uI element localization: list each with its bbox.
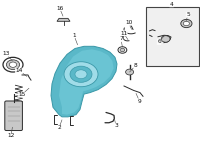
Circle shape	[75, 70, 87, 79]
Circle shape	[70, 66, 92, 82]
Text: 8: 8	[130, 63, 137, 72]
Text: 16: 16	[56, 6, 63, 16]
Circle shape	[3, 57, 23, 72]
Polygon shape	[59, 49, 114, 115]
Polygon shape	[57, 18, 70, 21]
Text: 3: 3	[114, 117, 118, 128]
FancyBboxPatch shape	[5, 101, 22, 131]
FancyBboxPatch shape	[146, 7, 199, 66]
Circle shape	[183, 21, 189, 26]
Circle shape	[161, 36, 170, 42]
Text: 15: 15	[18, 88, 29, 97]
Text: 10: 10	[125, 20, 132, 29]
Circle shape	[9, 62, 17, 67]
Text: 7: 7	[119, 36, 123, 47]
Circle shape	[181, 19, 192, 28]
Polygon shape	[51, 46, 117, 117]
Circle shape	[6, 60, 20, 70]
Text: 13: 13	[2, 51, 12, 61]
Text: 1: 1	[72, 33, 78, 45]
Text: 5: 5	[186, 12, 190, 21]
Text: 9: 9	[136, 93, 141, 104]
Text: 14: 14	[15, 68, 27, 76]
Circle shape	[120, 48, 125, 52]
Text: 2: 2	[57, 120, 62, 130]
Circle shape	[64, 62, 98, 87]
Circle shape	[126, 69, 134, 75]
Circle shape	[118, 47, 127, 53]
Text: 4: 4	[170, 2, 173, 7]
Text: 12: 12	[7, 127, 15, 138]
Text: 11: 11	[120, 31, 128, 40]
Text: 6: 6	[157, 36, 164, 44]
